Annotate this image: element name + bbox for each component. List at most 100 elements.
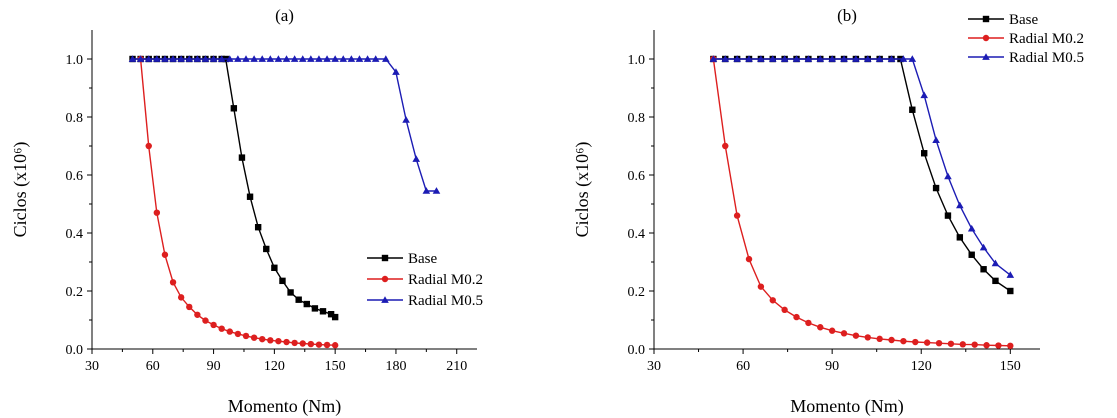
chart-a-data-point <box>161 55 169 62</box>
chart-b-y-tick-label: 1.0 <box>628 53 646 68</box>
chart-a-data-point <box>242 55 250 62</box>
chart-b-series-line-2 <box>713 58 1011 276</box>
chart-b-y-tick-label: 0.2 <box>628 285 646 300</box>
chart-a-data-point <box>287 289 294 296</box>
chart-a-legend-marker <box>381 254 389 262</box>
chart-b-data-point <box>980 266 987 273</box>
chart-a-data-point <box>234 330 242 338</box>
chart-b-data-point <box>863 55 872 62</box>
chart-a-legend-label: Radial M0.2 <box>408 272 483 288</box>
chart-a-data-point <box>299 340 306 347</box>
chart-a-title: (a) <box>275 6 294 25</box>
chart-b-data-point <box>828 55 836 62</box>
chart-b-data-point <box>875 55 884 62</box>
chart-a-data-point <box>250 334 258 341</box>
chart-a: 30 60 90 120 150 180 210 0.0 0.2 0.4 0.6 0.8 1.0 (a) M… <box>10 6 483 417</box>
chart-b-data-point <box>757 55 765 62</box>
chart-a-legend: Base Radial M0.2 Radial M0.5 <box>367 251 483 309</box>
chart-b-data-point <box>805 319 812 327</box>
chart-b-data-point <box>1007 287 1014 295</box>
chart-a-data-point <box>432 187 441 194</box>
chart-a-x-label: Momento (Nm) <box>228 396 341 417</box>
chart-a-data-point <box>311 305 319 312</box>
chart-b-data-point <box>757 283 765 290</box>
chart-b-legend-marker <box>982 34 990 42</box>
chart-a-data-point <box>169 55 177 62</box>
chart-a-data-point <box>422 187 431 194</box>
chart-a-data-point <box>275 337 282 345</box>
chart-b-data-point <box>709 55 718 62</box>
chart-a-data-point <box>303 300 310 308</box>
chart-a-data-point <box>202 317 209 324</box>
chart-a-data-point <box>382 55 390 62</box>
chart-a-data-point <box>339 55 348 62</box>
chart-b-data-point <box>932 136 940 144</box>
chart-b-data-point <box>722 142 729 150</box>
chart-a-data-point <box>128 55 137 62</box>
chart-a-data-point <box>153 55 161 62</box>
chart-b-data-point <box>864 334 871 341</box>
chart-b-data-point <box>912 338 919 346</box>
chart-a-data-point <box>246 193 254 200</box>
chart-b-data-point <box>947 340 955 347</box>
chart-b-legend-label: Base <box>1009 12 1039 28</box>
chart-a-data-point <box>392 68 400 75</box>
chart-b-data-point <box>888 336 895 344</box>
chart-a-data-point <box>153 209 161 216</box>
chart-a-data-point <box>238 154 246 161</box>
chart-a-data-point <box>271 264 278 271</box>
chart-b-y-tick-label: 0.6 <box>628 169 646 184</box>
chart-a-data-point <box>136 55 145 62</box>
chart-b-data-point <box>909 106 916 113</box>
chart-b-data-point <box>992 277 999 285</box>
chart-b-legend-marker <box>982 15 990 23</box>
chart-a-data-point <box>291 339 298 347</box>
chart-b-data-point <box>745 55 753 62</box>
chart-a-data-point <box>298 55 307 62</box>
chart-b-data-point <box>733 212 741 219</box>
chart-a-data-point <box>323 341 331 349</box>
chart-b-x-tick-label: 90 <box>825 359 839 374</box>
chart-b-y-label: Ciclos (x10⁶) <box>572 142 593 238</box>
chart-a-data-point <box>217 55 226 62</box>
chart-b-data-point <box>900 337 907 345</box>
chart-a-data-point <box>319 308 327 315</box>
chart-b-legend-marker <box>982 53 990 60</box>
chart-a-data-point <box>218 325 225 332</box>
chart-b-series-line-0 <box>713 58 1011 292</box>
chart-a-data-point <box>412 155 421 162</box>
chart-a-data-point <box>263 245 270 253</box>
chart-b-y-tick-label: 0.0 <box>628 343 646 358</box>
chart-b-data-point <box>840 330 848 337</box>
chart-a-data-point <box>282 55 291 62</box>
chart-b-x-tick-label: 60 <box>736 359 750 374</box>
chart-a-legend-label: Radial M0.5 <box>408 293 483 309</box>
chart-a-y-tick-label: 1.0 <box>66 53 84 68</box>
chart-b-data-point <box>971 341 978 348</box>
chart-a-data-point <box>145 142 152 150</box>
chart-b-data-point <box>1007 342 1014 350</box>
chart-a-x-tick-label: 30 <box>85 359 99 374</box>
chart-b-legend-label: Radial M0.2 <box>1009 31 1084 47</box>
chart-a-data-point <box>201 55 210 62</box>
chart-a-data-point <box>267 337 274 344</box>
chart-b-data-point <box>876 335 883 343</box>
chart-a-data-point <box>315 341 323 348</box>
chart-b-data-point <box>921 150 928 157</box>
chart-b-data-point <box>944 212 952 219</box>
chart-b-data-point <box>887 55 896 62</box>
chart-b-data-point <box>991 259 1000 267</box>
chart-a-data-point <box>177 55 185 62</box>
chart-b-data-point <box>923 339 931 346</box>
chart-a-data-point <box>242 332 250 340</box>
chart-b-title: (b) <box>837 6 857 25</box>
chart-a-data-point <box>355 55 364 62</box>
chart-b-series-line-1 <box>712 58 1011 347</box>
chart-b-data-point <box>920 91 928 99</box>
chart-a-data-point <box>327 311 335 318</box>
chart-b-x-tick-label: 120 <box>911 359 932 374</box>
chart-b-data-point <box>852 332 860 339</box>
chart-a-data-point <box>230 105 238 112</box>
chart-a-y-tick-label: 0.8 <box>66 111 84 126</box>
chart-a-data-point <box>331 342 339 349</box>
